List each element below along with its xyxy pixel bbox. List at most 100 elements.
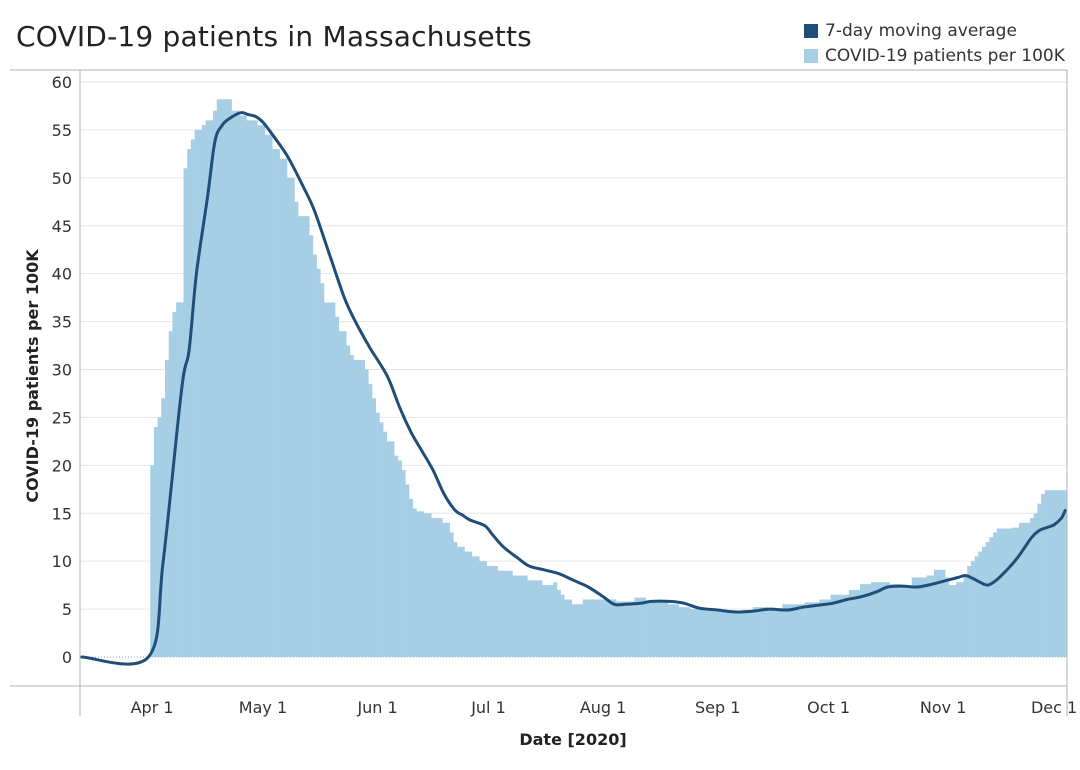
bar-segment	[804, 602, 820, 657]
bar-segment	[190, 139, 195, 657]
bar-segment	[172, 312, 177, 657]
bar-segment	[457, 546, 465, 657]
bar-segment	[409, 498, 413, 657]
bar-segment	[176, 302, 184, 657]
bar-segment	[309, 235, 314, 658]
bar-segment	[564, 599, 572, 657]
y-tick-label: 45	[52, 217, 72, 236]
bar-segment	[279, 158, 288, 657]
bar-segment	[153, 427, 158, 657]
y-tick-label: 40	[52, 265, 72, 284]
bar-segment	[312, 254, 317, 657]
bar-segment	[723, 611, 742, 657]
y-tick-label: 60	[52, 73, 72, 92]
bar-segment	[368, 383, 373, 657]
x-tick-label: Aug 1	[580, 698, 627, 717]
bar-segment	[187, 149, 192, 658]
x-axis-ticks: Apr 1 May 1 Jun 1 Jul 1 Aug 1 Sep 1 Oct 1 Nov 1…	[131, 698, 1078, 717]
bar-segment	[442, 522, 450, 657]
legend-label-average: 7-day moving average	[825, 20, 1017, 41]
bar-segment	[257, 125, 266, 657]
bar-segment	[287, 177, 295, 658]
bar-segment	[689, 609, 706, 657]
bar-segment	[183, 168, 188, 657]
x-tick-label: Apr 1	[131, 698, 174, 717]
bar-segment	[556, 589, 561, 657]
bar-segment	[1033, 513, 1038, 657]
bar-segment	[900, 586, 913, 657]
bar-segment	[338, 331, 347, 657]
bar-segment	[246, 120, 258, 658]
bar-segment	[667, 604, 680, 657]
moving-average-line	[80, 111, 1067, 666]
bar-segment	[582, 599, 602, 657]
bar-segment	[981, 546, 986, 657]
x-tick-label: Jul 1	[470, 698, 506, 717]
x-tick-label: Nov 1	[920, 698, 967, 717]
bar-segment	[963, 575, 968, 657]
average-series	[80, 111, 1067, 666]
bar-segment	[945, 577, 950, 657]
bar-segment	[213, 110, 218, 657]
bar-segment	[412, 508, 417, 657]
x-tick-label: May 1	[239, 698, 287, 717]
legend-item-bars[interactable]: COVID-19 patients per 100K	[804, 43, 1065, 68]
bar-segment	[985, 542, 990, 657]
bar-segment	[645, 601, 669, 657]
bar-segment	[372, 398, 377, 657]
bar-segment	[201, 125, 206, 657]
bar-segment	[911, 577, 927, 657]
bar-segment	[782, 604, 805, 657]
chart-title: COVID-19 patients in Massachusetts	[16, 20, 532, 53]
y-tick-label: 15	[52, 504, 72, 523]
bar-segment	[431, 518, 443, 657]
bar-segment	[993, 532, 998, 657]
y-tick-label: 35	[52, 313, 72, 332]
axes	[10, 69, 1068, 716]
bar-segment	[294, 201, 299, 657]
x-tick-label: Sep 1	[695, 698, 740, 717]
bar-segment	[272, 149, 280, 658]
bar-segment	[165, 359, 170, 657]
y-tick-label: 0	[62, 648, 72, 667]
bar-segment	[830, 594, 850, 657]
bar-segment	[933, 569, 946, 657]
legend-label-bars: COVID-19 patients per 100K	[825, 45, 1065, 66]
bars-series	[150, 99, 1068, 658]
bar-segment	[871, 582, 890, 657]
bar-segment	[216, 99, 232, 657]
bar-segment	[405, 484, 410, 657]
bar-segment	[704, 611, 724, 657]
bar-segment	[678, 607, 691, 657]
bar-segment	[1041, 494, 1046, 657]
bar-segment	[353, 359, 365, 657]
bar-segment	[264, 134, 273, 658]
bar-segment	[819, 599, 831, 657]
bar-segment	[970, 561, 975, 657]
y-tick-label: 5	[62, 600, 72, 619]
bar-segment	[974, 556, 979, 657]
bar-segment	[848, 589, 861, 657]
bar-segment	[298, 216, 310, 657]
bar-segment	[194, 129, 203, 657]
bar-segment	[423, 513, 432, 657]
bar-segment	[161, 398, 166, 657]
bar-segment	[967, 565, 972, 657]
bar-segment	[320, 283, 325, 657]
bar-segment	[379, 422, 384, 657]
bar-segment	[634, 597, 646, 657]
bar-segment	[741, 610, 754, 657]
bar-segment	[956, 582, 964, 657]
y-tick-label: 25	[52, 408, 72, 427]
bar-segment	[349, 355, 354, 657]
legend-item-average[interactable]: 7-day moving average	[804, 18, 1065, 43]
bar-segment	[471, 556, 480, 657]
bar-segment	[571, 604, 584, 657]
bar-segment	[238, 115, 247, 657]
bar-segment	[560, 594, 565, 657]
bar-segment	[601, 599, 617, 657]
x-tick-label: Jun 1	[356, 698, 397, 717]
bar-segment	[205, 120, 214, 658]
bar-segment	[231, 110, 240, 657]
